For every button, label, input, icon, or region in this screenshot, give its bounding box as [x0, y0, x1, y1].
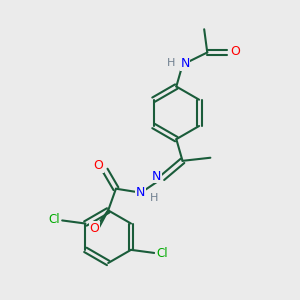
Text: N: N: [152, 169, 161, 182]
Text: O: O: [89, 222, 99, 235]
Text: N: N: [136, 186, 146, 199]
Text: O: O: [93, 159, 103, 172]
Text: H: H: [150, 193, 158, 203]
Text: H: H: [167, 58, 175, 68]
Text: Cl: Cl: [156, 248, 168, 260]
Text: N: N: [180, 57, 190, 70]
Text: Cl: Cl: [49, 213, 60, 226]
Text: O: O: [230, 45, 240, 58]
